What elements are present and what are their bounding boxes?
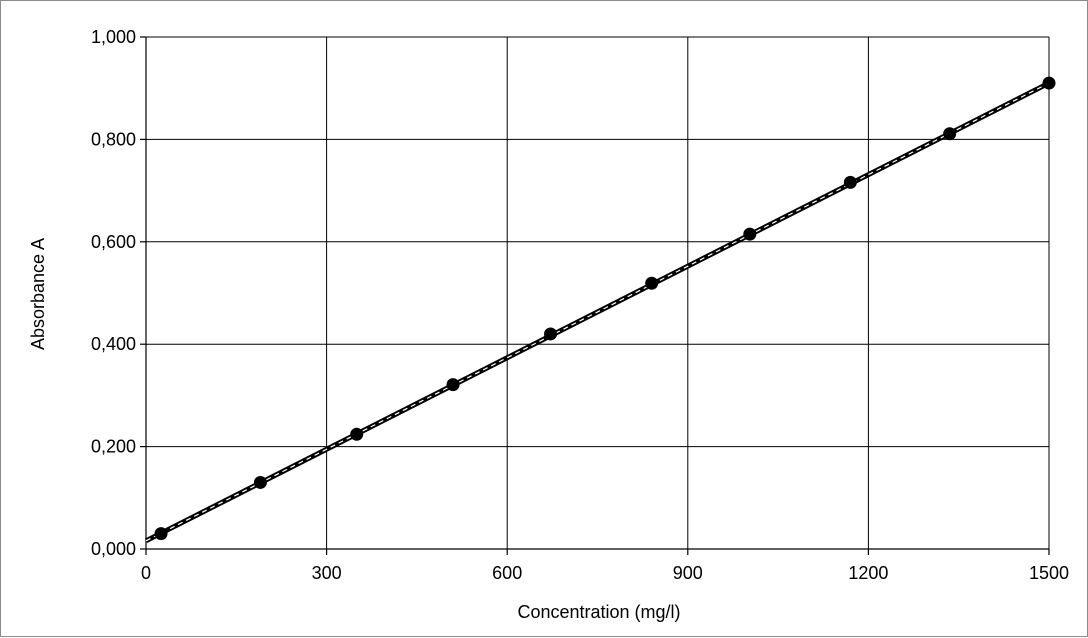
y-tick-label: 0,400 [91, 334, 136, 354]
data-point [843, 175, 857, 189]
data-point [446, 378, 460, 392]
data-point [1042, 76, 1056, 90]
data-point [350, 427, 364, 441]
x-tick-label: 300 [312, 563, 342, 583]
axes [140, 36, 1050, 555]
x-tick-label: 600 [492, 563, 522, 583]
tick-labels: 0 300 600 900 1200 1500 0,000 0,200 0,400 0,600 0,… [91, 27, 1069, 583]
y-tick-label: 0,600 [91, 232, 136, 252]
y-tick-label: 0,800 [91, 129, 136, 149]
data-point [645, 276, 659, 290]
data-point [943, 127, 957, 141]
data-point [253, 475, 267, 489]
y-axis-title: Absorbance A [28, 238, 48, 350]
x-axis-title: Concentration (mg/l) [517, 602, 680, 622]
data-points [154, 76, 1056, 541]
data-point [544, 327, 558, 341]
x-tick-label: 1200 [848, 563, 888, 583]
data-point [154, 527, 168, 541]
y-tick-label: 1,000 [91, 27, 136, 47]
x-tick-label: 1500 [1029, 563, 1069, 583]
x-tick-label: 0 [141, 563, 151, 583]
trendline-layer [144, 80, 1051, 544]
trendline-dash [145, 82, 1050, 542]
data-point [743, 227, 757, 241]
x-tick-label: 900 [673, 563, 703, 583]
y-tick-label: 0,200 [91, 437, 136, 457]
y-tick-label: 0,000 [91, 539, 136, 559]
